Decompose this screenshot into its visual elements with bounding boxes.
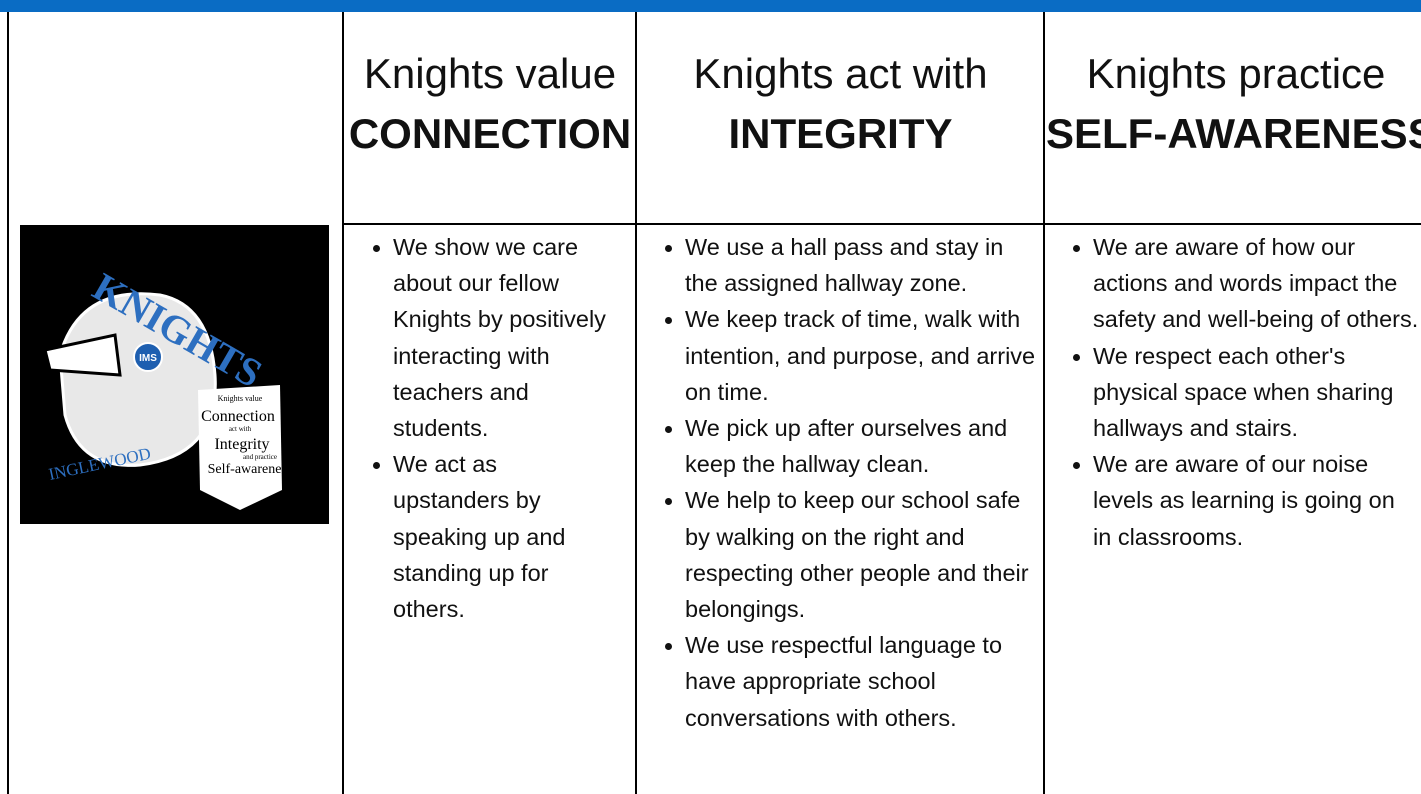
- column-header: Knights act with INTEGRITY: [638, 44, 1043, 164]
- top-bar: [0, 0, 1421, 12]
- header-value: INTEGRITY: [728, 110, 953, 157]
- header-value: SELF-AWARENESS: [1046, 110, 1421, 157]
- logo-badge: IMS: [139, 353, 157, 364]
- table-border: [342, 12, 344, 794]
- header-value: CONNECTION: [348, 110, 632, 157]
- list-item: We pick up after ourselves and keep the …: [661, 410, 1036, 482]
- logo-banner: Knights value: [218, 394, 263, 403]
- logo-banner: and practice: [243, 453, 277, 461]
- list-item: We use respectful language to have appro…: [661, 627, 1036, 736]
- item-list: We are aware of how our actions and word…: [1069, 229, 1419, 555]
- list-item: We are aware of how our actions and word…: [1069, 229, 1419, 338]
- logo-banner: Integrity: [214, 436, 269, 453]
- column-header: Knights value CONNECTION: [345, 44, 635, 164]
- logo-banner: Self-awareness: [208, 462, 293, 477]
- table-border: [1043, 12, 1045, 794]
- list-item: We are aware of our noise levels as lear…: [1069, 446, 1419, 555]
- item-list: We use a hall pass and stay in the assig…: [661, 229, 1036, 736]
- logo-banner: Connection: [201, 408, 275, 425]
- list-item: We act as upstanders by speaking up and …: [369, 446, 609, 627]
- table-border: [635, 12, 637, 794]
- table-border: [343, 223, 1421, 225]
- list-item: We use a hall pass and stay in the assig…: [661, 229, 1036, 301]
- list-item: We keep track of time, walk with intenti…: [661, 301, 1036, 410]
- table-border: [7, 12, 9, 794]
- header-line: Knights act with: [693, 50, 988, 97]
- header-line: Knights practice: [1086, 50, 1386, 97]
- list-item: We respect each other's physical space w…: [1069, 338, 1419, 447]
- logo: IMS KNIGHTS INGLEWOOD Knights value Conn…: [20, 225, 329, 524]
- column-header: Knights practice SELF-AWARENESS: [1046, 44, 1421, 164]
- list-item: We show we care about our fellow Knights…: [369, 229, 609, 446]
- list-item: We help to keep our school safe by walki…: [661, 482, 1036, 627]
- header-line: Knights value: [363, 50, 617, 97]
- logo-banner: act with: [229, 425, 252, 433]
- item-list: We show we care about our fellow Knights…: [369, 229, 609, 627]
